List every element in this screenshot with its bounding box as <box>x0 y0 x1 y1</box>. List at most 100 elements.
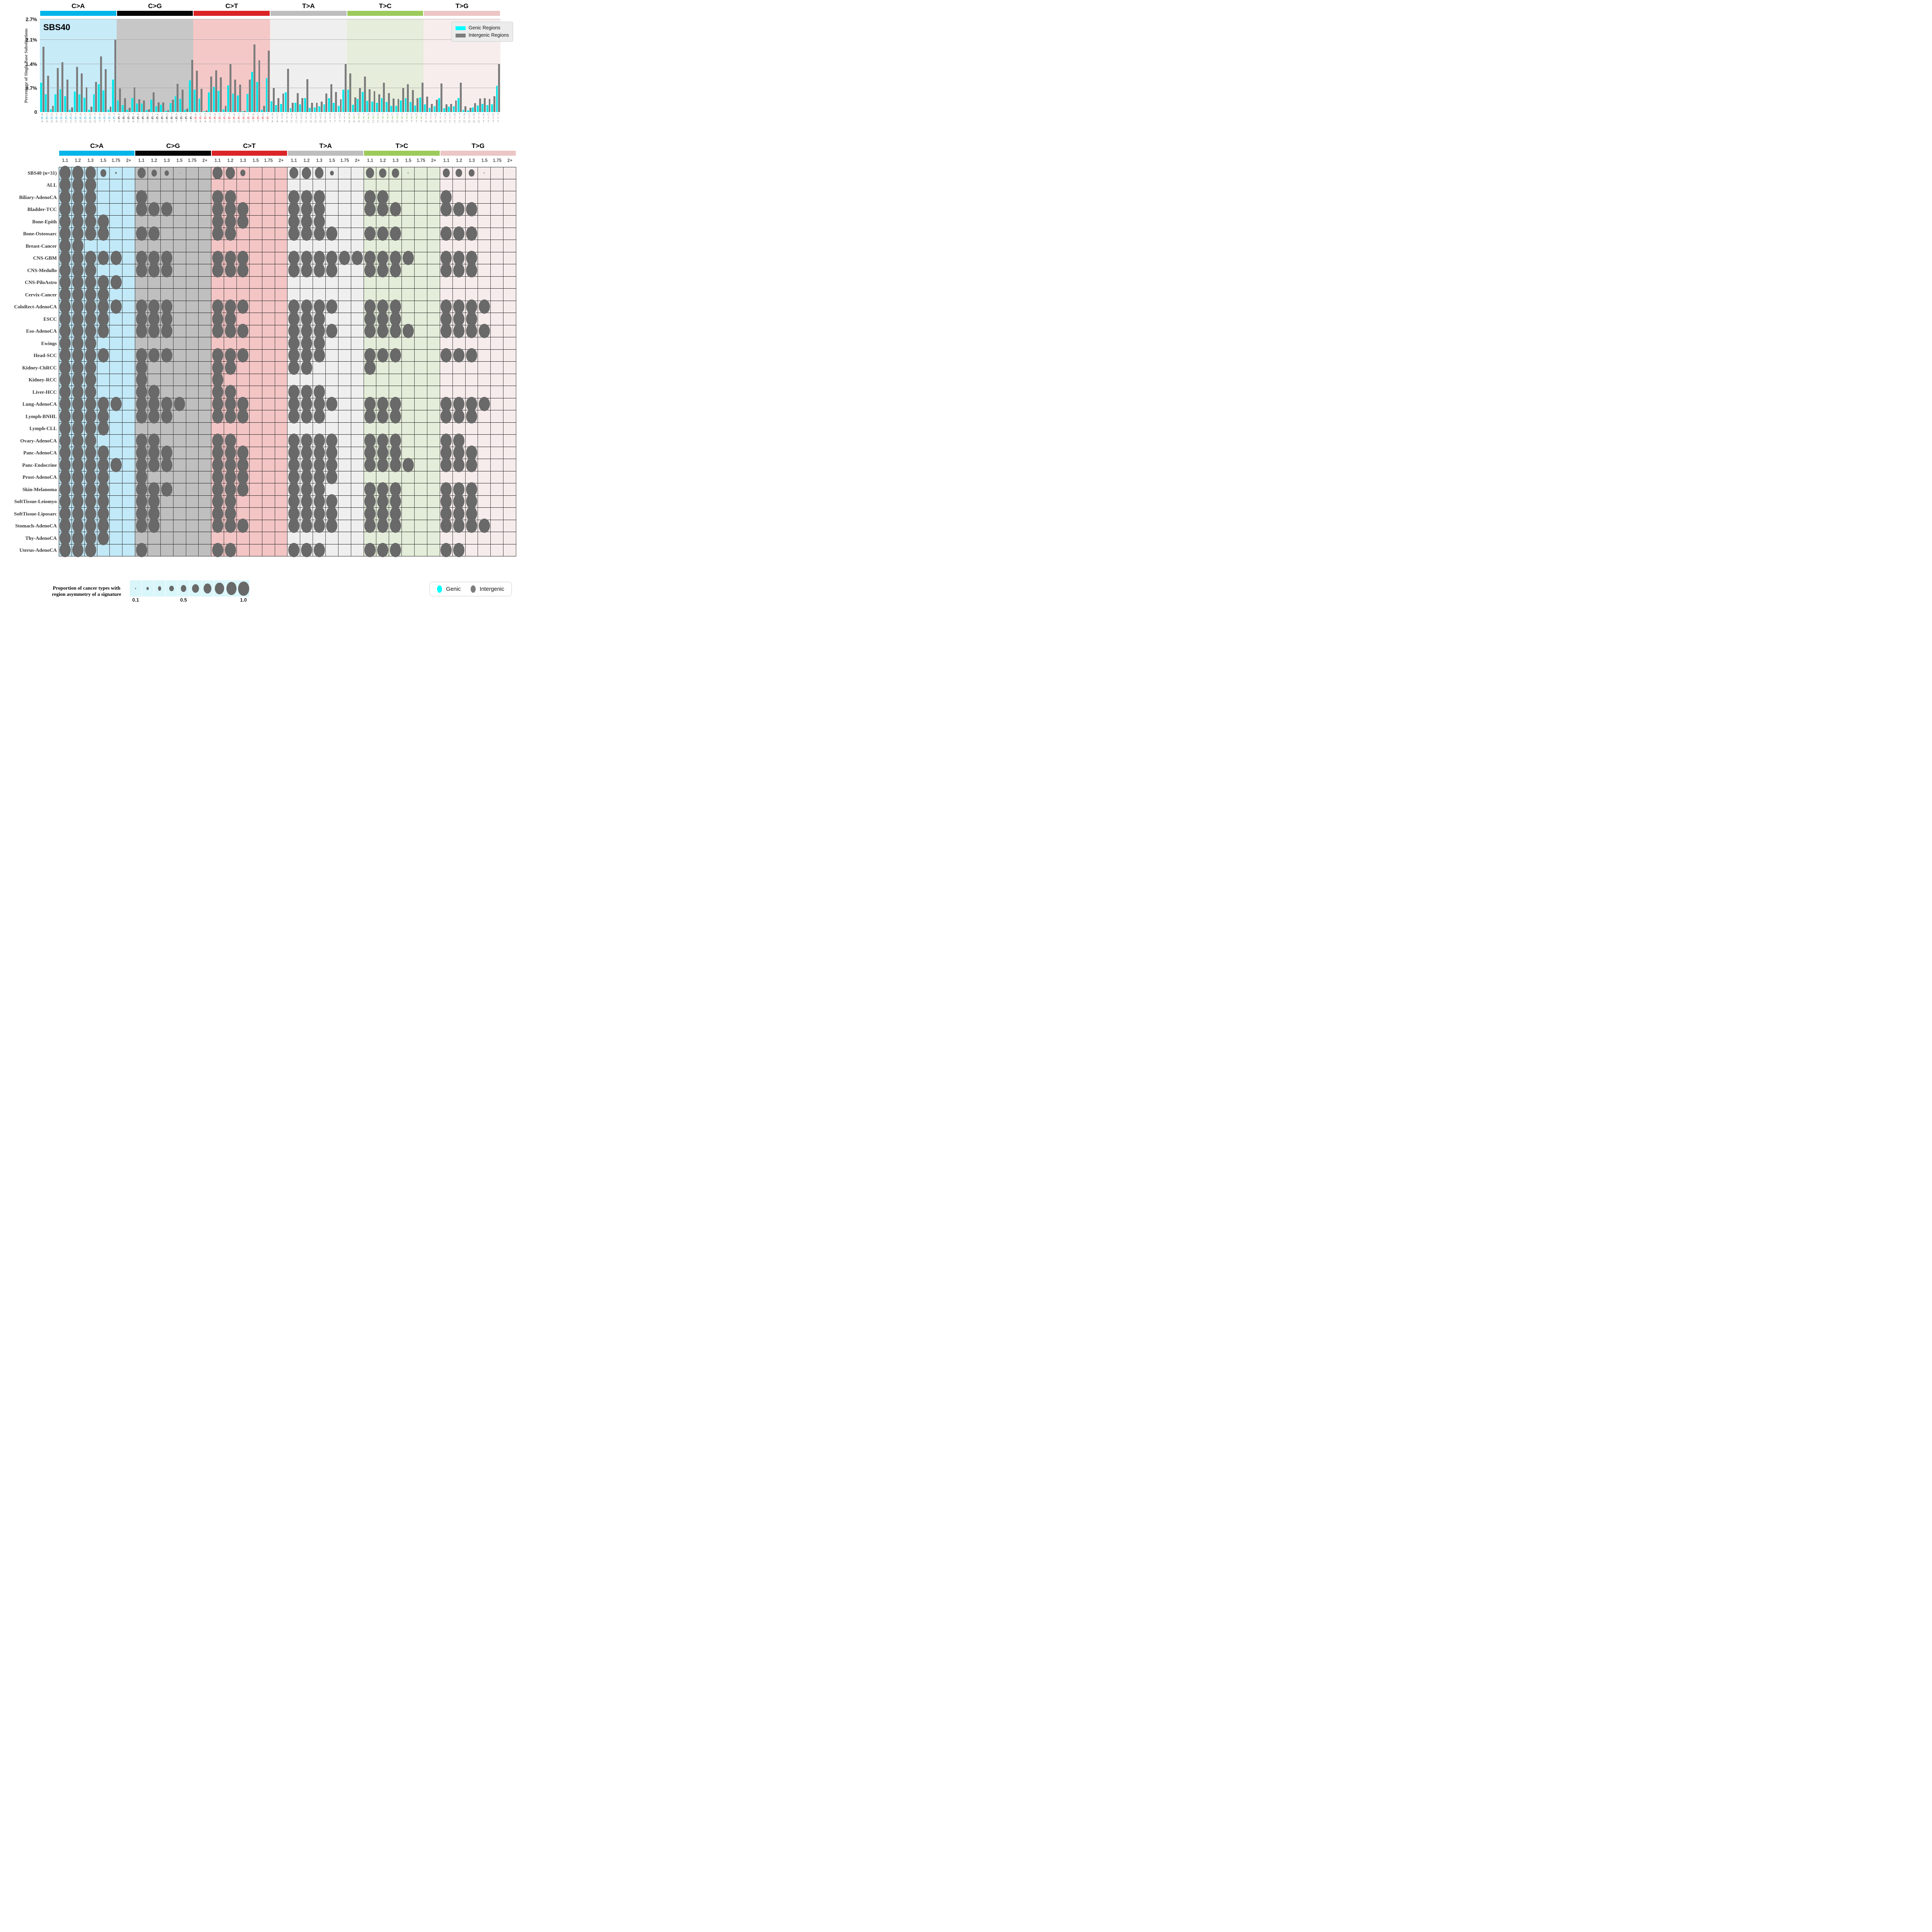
intergenic-bar <box>364 76 366 112</box>
cell-C>A-1.1 <box>59 397 72 412</box>
substitution-type-headers: C>A C>G C>T T>A T>C T>G <box>40 2 500 18</box>
bar-pair-GCC <box>160 19 165 112</box>
cell-T>A-1.5 <box>326 483 338 496</box>
cell-T>C-2+ <box>427 313 440 325</box>
cell-C>G-2+ <box>199 228 212 240</box>
asymmetry-dot <box>484 172 485 174</box>
row-cells <box>59 384 516 399</box>
intergenic-bar <box>393 99 395 112</box>
cell-T>A-1.2 <box>300 263 313 277</box>
x-label-5prime: G <box>238 120 240 123</box>
bar-pair-GTC <box>467 19 471 112</box>
cell-C>A-1.5 <box>97 275 110 290</box>
x-label-mutated-base: T <box>401 116 403 120</box>
x-label-mutated-base: T <box>406 116 408 120</box>
cell-C>G-1.5 <box>173 228 186 240</box>
asymmetry-dot <box>136 202 147 217</box>
cell-C>T-1.5 <box>249 398 262 410</box>
cell-C>T-1.2 <box>224 446 237 460</box>
cell-T>G-1.75 <box>491 179 504 191</box>
cell-C>G-1.75 <box>186 447 199 459</box>
fold-change-column-labels: 1.1 1.2 1.3 1.5 1.75 2+ 1.1 1.2 1.3 1.5 1.75 2+ 1.1 1… <box>59 158 516 166</box>
cell-T>G-1.5 <box>478 397 491 412</box>
asymmetry-dot <box>288 433 299 448</box>
section-header-label: C>G <box>148 2 162 10</box>
genic-bar <box>126 109 129 112</box>
cell-C>T-1.2 <box>224 324 237 338</box>
matrix-row-SoftTissue-Liposarc: SoftTissue-Liposarc <box>2 506 516 521</box>
cell-T>C-1.75 <box>415 289 427 301</box>
cell-C>A-1.1 <box>59 263 72 277</box>
cell-T>C-1.1 <box>364 532 377 544</box>
cell-C>T-2+ <box>275 508 288 520</box>
cell-C>G-2+ <box>199 179 212 191</box>
genic-bar <box>150 100 153 112</box>
cell-T>A-2+ <box>351 544 364 556</box>
row-cells <box>59 446 516 460</box>
cell-C>G-1.1 <box>135 299 148 314</box>
x-label-3prime: T <box>190 113 192 116</box>
cell-C>G-1.3 <box>160 324 173 338</box>
cell-C>A-1.2 <box>71 384 85 399</box>
asymmetry-dot <box>98 397 109 412</box>
cell-T>G-1.2 <box>452 276 466 289</box>
asymmetry-dot <box>466 494 477 509</box>
asymmetry-dot <box>72 384 84 399</box>
asymmetry-dot <box>364 482 376 497</box>
asymmetry-dot <box>212 506 223 521</box>
cell-C>G-1.2 <box>148 544 161 556</box>
asymmetry-dot <box>98 519 109 533</box>
cell-T>C-1.2 <box>376 276 389 289</box>
cell-C>G-1.1 <box>135 409 148 423</box>
matrix-section-header-C>G: C>G <box>135 142 211 157</box>
cell-C>T-1.5 <box>249 325 262 337</box>
cell-C>T-1.5 <box>249 203 262 216</box>
asymmetry-dot <box>301 299 312 314</box>
asymmetry-dot <box>98 214 109 229</box>
cell-T>A-1.1 <box>287 360 301 375</box>
cell-C>A-1.3 <box>84 397 97 412</box>
asymmetry-dot <box>72 287 84 302</box>
cell-T>A-2+ <box>351 495 364 508</box>
cell-C>T-1.2 <box>224 202 237 217</box>
cell-T>G-2+ <box>503 410 516 423</box>
cell-C>T-1.1 <box>211 263 224 277</box>
cell-T>C-2+ <box>427 216 440 228</box>
cell-T>A-1.3 <box>313 519 326 533</box>
asymmetry-dot <box>301 543 312 558</box>
asymmetry-dot <box>377 519 388 533</box>
x-label-mutated-base: T <box>295 116 298 120</box>
asymmetry-dot <box>85 202 97 217</box>
cell-C>T-2+ <box>275 362 288 374</box>
x-label-5prime: C <box>305 120 308 123</box>
asymmetry-dot <box>326 457 338 472</box>
cell-C>T-1.2 <box>224 299 237 314</box>
cell-T>C-1.5 <box>402 264 415 277</box>
cell-C>G-1.5 <box>173 520 186 532</box>
intergenic-bar <box>412 90 414 112</box>
asymmetry-dot <box>466 263 477 277</box>
cell-T>A-1.2 <box>300 190 313 204</box>
intergenic-bar <box>268 50 270 112</box>
cell-C>A-1.2 <box>71 470 85 485</box>
cell-C>T-1.1 <box>211 167 224 180</box>
cell-T>G-1.75 <box>491 349 504 362</box>
x-label-5prime: A <box>55 120 58 123</box>
cell-T>G-2+ <box>503 362 516 374</box>
cell-C>A-1.3 <box>84 190 97 204</box>
cell-C>A-2+ <box>122 301 136 313</box>
cell-T>A-1.5 <box>326 289 338 301</box>
genic-bar <box>237 95 239 112</box>
cell-T>C-1.3 <box>389 543 402 558</box>
cell-C>G-2+ <box>199 532 212 544</box>
col-label-C>G-1.5: 1.5 <box>176 158 183 163</box>
cell-C>G-1.1 <box>135 457 148 472</box>
cell-C>G-1.75 <box>186 374 199 386</box>
cell-C>G-1.2 <box>148 167 161 179</box>
asymmetry-dot <box>136 372 147 387</box>
